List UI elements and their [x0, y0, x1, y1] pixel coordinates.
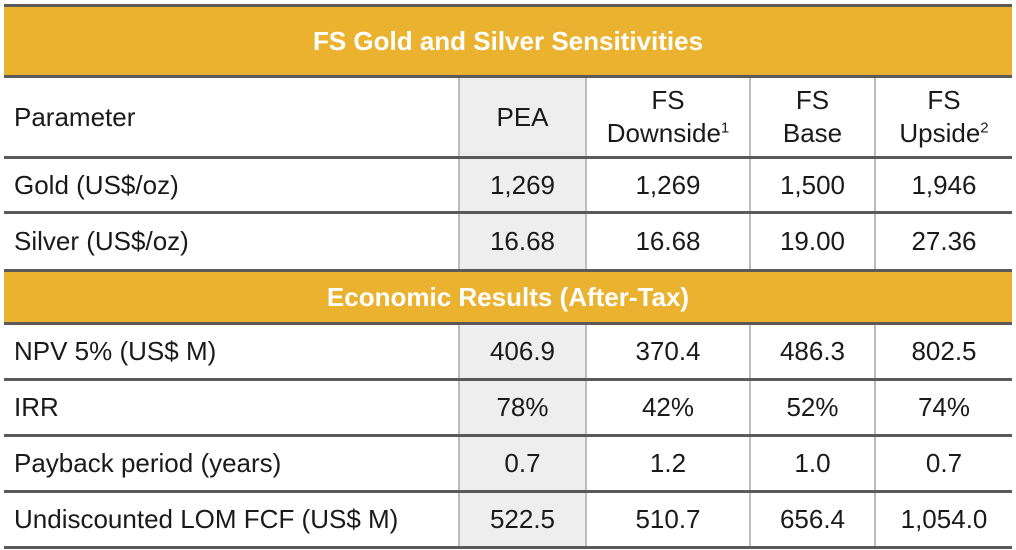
- sensitivities-table: FS Gold and Silver Sensitivities Paramet…: [4, 4, 1012, 549]
- cell-base: 1,500: [751, 159, 876, 211]
- table-row: Silver (US$/oz) 16.68 16.68 19.00 27.36: [4, 214, 1012, 269]
- cell-pea: 16.68: [458, 214, 587, 269]
- cell-upside: 74%: [917, 392, 971, 422]
- row-label: Gold (US$/oz): [14, 169, 179, 200]
- header-downside-line1: FS: [651, 85, 685, 115]
- cell-upside: 0.7: [925, 448, 963, 478]
- header-parameter: Parameter: [4, 78, 458, 156]
- header-fs-base: FS Base: [751, 78, 876, 156]
- cell-downside: 42%: [587, 381, 751, 434]
- cell-base: 486.3: [751, 325, 876, 378]
- header-pea: PEA: [458, 78, 587, 156]
- table-row: Payback period (years) 0.7 1.2 1.0 0.7: [4, 437, 1012, 493]
- header-parameter-label: Parameter: [14, 101, 136, 132]
- row-label: Payback period (years): [14, 448, 282, 478]
- cell-upside: 1,946: [911, 169, 977, 200]
- cell-downside: 1,269: [587, 159, 751, 211]
- cell-base: 52%: [751, 381, 876, 434]
- cell-pea: 406.9: [458, 325, 587, 378]
- row-label: Undiscounted LOM FCF (US$ M): [14, 504, 399, 534]
- cell-base: 1.0: [751, 437, 876, 490]
- table-row: Undiscounted LOM FCF (US$ M) 522.5 510.7…: [4, 493, 1012, 549]
- section-title: Economic Results (After-Tax): [326, 281, 690, 312]
- row-label: IRR: [14, 392, 59, 422]
- cell-downside: 1.2: [587, 437, 751, 490]
- cell-downside: 16.68: [587, 214, 751, 269]
- table-row: NPV 5% (US$ M) 406.9 370.4 486.3 802.5: [4, 325, 1012, 381]
- column-header-row: Parameter PEA FS Downside1 FS Base FS Up…: [4, 78, 1012, 159]
- footnote-marker: 2: [980, 119, 989, 137]
- table-row: IRR 78% 42% 52% 74%: [4, 381, 1012, 437]
- cell-base: 656.4: [751, 493, 876, 546]
- row-label: NPV 5% (US$ M): [14, 336, 217, 366]
- cell-pea: 78%: [458, 381, 587, 434]
- cell-pea: 522.5: [458, 493, 587, 546]
- cell-upside: 27.36: [911, 226, 977, 256]
- header-downside-line2: Downside1: [606, 118, 730, 148]
- section-title: FS Gold and Silver Sensitivities: [312, 25, 704, 56]
- header-base-line1: FS: [795, 85, 830, 115]
- header-base-line2: Base: [782, 118, 843, 148]
- header-pea-label: PEA: [496, 101, 549, 132]
- cell-upside: 802.5: [911, 336, 977, 366]
- cell-downside: 510.7: [587, 493, 751, 546]
- cell-downside: 370.4: [587, 325, 751, 378]
- section-header-sensitivities: FS Gold and Silver Sensitivities: [4, 4, 1012, 78]
- header-fs-downside: FS Downside1: [587, 78, 751, 156]
- cell-pea: 1,269: [458, 159, 587, 211]
- cell-upside: 1,054.0: [900, 504, 988, 534]
- row-label: Silver (US$/oz): [14, 226, 189, 256]
- cell-pea: 0.7: [458, 437, 587, 490]
- header-upside-line2: Upside2: [899, 118, 989, 148]
- cell-base: 19.00: [751, 214, 876, 269]
- header-fs-upside: FS Upside2: [876, 78, 1012, 156]
- footnote-marker: 1: [720, 119, 730, 137]
- section-header-economic-results: Economic Results (After-Tax): [4, 269, 1012, 325]
- header-upside-line1: FS: [927, 85, 961, 115]
- table-row: Gold (US$/oz) 1,269 1,269 1,500 1,946: [4, 159, 1012, 214]
